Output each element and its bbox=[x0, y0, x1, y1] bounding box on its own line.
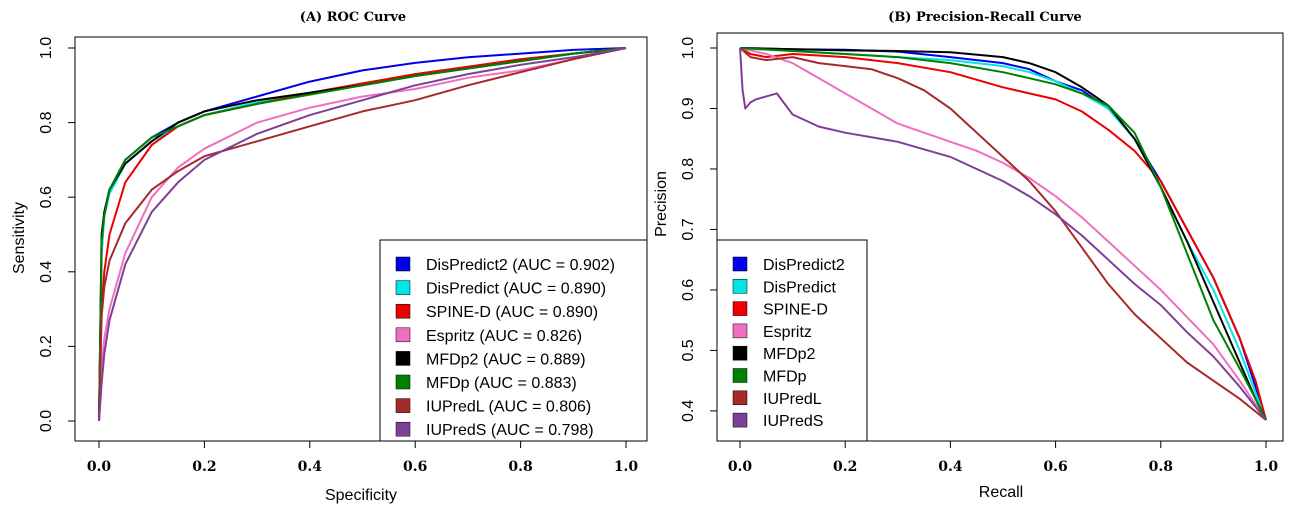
pr-legend-label: MFDp2 bbox=[763, 346, 816, 363]
pr-series bbox=[739, 47, 1267, 421]
roc-legend-swatch bbox=[395, 327, 411, 343]
pr-y-tick-label: 0.6 bbox=[680, 279, 697, 301]
roc-ticks: 0.0 0.2 0.4 0.6 0.8 1.0 0.0 0.2 0.4 0.6 0.8 1.0 bbox=[38, 37, 638, 475]
roc-x-tick-label: 1.0 bbox=[614, 459, 639, 475]
roc-series-line-5 bbox=[98, 47, 627, 422]
pr-series-line-4 bbox=[739, 47, 1267, 421]
pr-x-tick-label: 1.0 bbox=[1254, 459, 1279, 475]
roc-legend-swatch bbox=[395, 280, 411, 295]
roc-y-tick-label: 0.8 bbox=[38, 111, 55, 133]
roc-legend-label: DisPredict (AUC = 0.890) bbox=[426, 281, 606, 298]
roc-series-line-3 bbox=[98, 47, 627, 422]
roc-y-tick-label: 0.4 bbox=[38, 261, 55, 283]
pr-x-tick-label: 0.8 bbox=[1149, 459, 1173, 475]
pr-legend-label: MFDp bbox=[763, 369, 807, 386]
pr-legend-swatch bbox=[732, 256, 748, 272]
pr-legend-label: Espritz bbox=[763, 324, 812, 341]
pr-legend-label: DisPredict2 bbox=[763, 257, 845, 274]
roc-x-tick-label: 0.6 bbox=[403, 459, 427, 475]
pr-legend-swatch bbox=[732, 368, 748, 383]
roc-title: (A) ROC Curve bbox=[300, 10, 406, 25]
pr-x-tick-label: 0.6 bbox=[1043, 459, 1067, 475]
pr-x-axis-title: Recall bbox=[979, 484, 1023, 501]
roc-plot-frame bbox=[74, 36, 648, 442]
pr-plot-frame bbox=[716, 32, 1284, 442]
roc-legend: DisPredict2 (AUC = 0.902) DisPredict (AUC… bbox=[379, 239, 648, 442]
roc-legend-swatch bbox=[395, 256, 411, 272]
roc-legend-box bbox=[379, 239, 648, 442]
roc-series-line-7 bbox=[98, 47, 627, 422]
roc-panel: (A) ROC Curve Specificity Sensitivity 0.… bbox=[11, 10, 648, 504]
pr-y-tick-label: 0.9 bbox=[680, 97, 697, 119]
roc-legend-label: IUPredS (AUC = 0.798) bbox=[426, 422, 594, 439]
pr-panel: (B) Precision-Recall Curve Recall Precis… bbox=[653, 10, 1284, 501]
roc-x-tick-label: 0.4 bbox=[298, 459, 323, 475]
pr-x-tick-label: 0.0 bbox=[728, 459, 753, 475]
pr-legend-swatch bbox=[732, 345, 748, 361]
roc-legend-swatch bbox=[395, 374, 411, 390]
pr-series-line-7 bbox=[739, 47, 1267, 421]
pr-legend: DisPredict2 DisPredict SPINE-D Espritz MFDp2… bbox=[716, 239, 868, 442]
pr-ticks: 0.0 0.2 0.4 0.6 0.8 1.0 0.4 0.5 0.6 0.7 0.8 0.9 1.0 bbox=[680, 37, 1278, 475]
roc-y-tick-label: 0.6 bbox=[38, 186, 55, 208]
pr-x-tick-label: 0.4 bbox=[938, 459, 963, 475]
roc-y-tick-label: 0.2 bbox=[38, 335, 55, 357]
pr-y-tick-label: 0.4 bbox=[680, 400, 697, 422]
roc-x-tick-label: 0.0 bbox=[87, 459, 112, 475]
roc-legend-items: DisPredict2 (AUC = 0.902) DisPredict (AUC… bbox=[395, 256, 615, 439]
roc-legend-swatch bbox=[395, 351, 411, 366]
roc-legend-swatch bbox=[395, 303, 411, 319]
roc-legend-swatch bbox=[395, 421, 411, 437]
roc-y-tick-label: 0.0 bbox=[38, 410, 55, 432]
roc-x-tick-label: 0.8 bbox=[508, 459, 532, 475]
pr-series-line-3 bbox=[739, 47, 1267, 421]
pr-legend-items: DisPredict2 DisPredict SPINE-D Espritz MFDp2… bbox=[732, 256, 845, 430]
pr-series-line-5 bbox=[739, 47, 1267, 421]
roc-y-tick-label: 1.0 bbox=[38, 37, 55, 59]
pr-legend-swatch bbox=[732, 301, 748, 316]
pr-series-line-2 bbox=[739, 47, 1267, 421]
pr-legend-box bbox=[716, 239, 868, 442]
pr-legend-label: IUPredL bbox=[763, 391, 822, 408]
roc-series bbox=[98, 47, 627, 422]
pr-legend-swatch bbox=[732, 390, 748, 406]
roc-x-axis-title: Specificity bbox=[325, 487, 397, 504]
pr-y-tick-label: 0.8 bbox=[680, 158, 697, 180]
pr-legend-label: IUPredS bbox=[763, 413, 823, 430]
pr-legend-label: SPINE-D bbox=[763, 302, 828, 319]
roc-legend-label: DisPredict2 (AUC = 0.902) bbox=[426, 257, 615, 274]
roc-legend-label: MFDp2 (AUC = 0.889) bbox=[426, 351, 586, 368]
roc-legend-label: IUPredL (AUC = 0.806) bbox=[426, 399, 591, 416]
roc-series-line-6 bbox=[98, 47, 627, 422]
roc-legend-swatch bbox=[395, 398, 411, 413]
pr-x-tick-label: 0.2 bbox=[833, 459, 857, 475]
pr-legend-label: DisPredict bbox=[763, 279, 836, 296]
pr-legend-swatch bbox=[732, 323, 748, 339]
roc-legend-label: MFDp (AUC = 0.883) bbox=[426, 375, 577, 392]
roc-legend-label: SPINE-D (AUC = 0.890) bbox=[426, 304, 598, 321]
pr-legend-swatch bbox=[732, 412, 748, 428]
pr-y-tick-label: 1.0 bbox=[680, 37, 697, 59]
pr-series-line-6 bbox=[739, 47, 1267, 421]
pr-legend-swatch bbox=[732, 279, 748, 294]
pr-y-axis-title: Precision bbox=[653, 171, 670, 237]
roc-x-tick-label: 0.2 bbox=[192, 459, 216, 475]
pr-y-tick-label: 0.7 bbox=[680, 218, 697, 240]
roc-legend-label: Espritz (AUC = 0.826) bbox=[426, 328, 582, 345]
pr-title: (B) Precision-Recall Curve bbox=[888, 10, 1082, 25]
roc-y-axis-title: Sensitivity bbox=[11, 202, 28, 274]
pr-y-tick-label: 0.5 bbox=[680, 339, 697, 361]
